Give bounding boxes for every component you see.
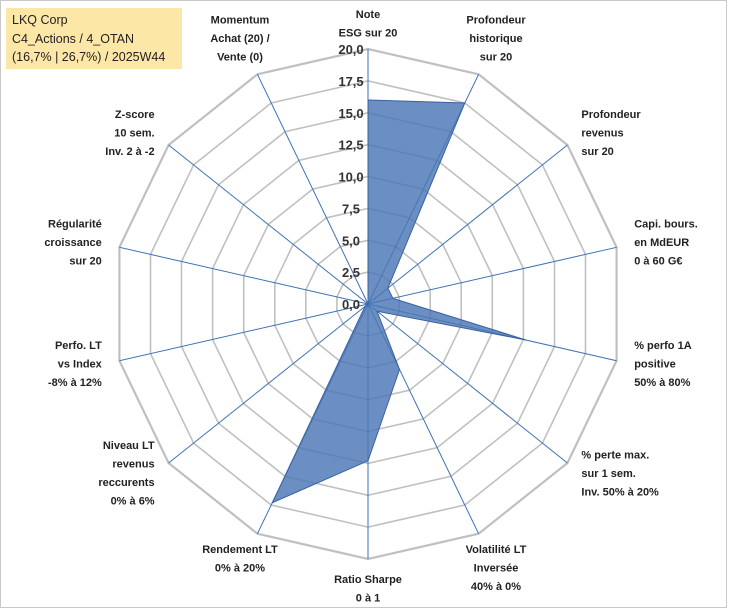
axis-label: Régularité croissance sur 20 [44, 219, 101, 268]
axis-labels: Note ESG sur 20 Profondeur historique sur 20… [44, 9, 697, 605]
tick-label: 15,0 [338, 106, 363, 121]
axis-spoke [119, 303, 369, 362]
tick-label: 10,0 [338, 170, 363, 185]
tick-label: 2,5 [342, 265, 360, 280]
axis-label: Momentum Achat (20) / Vente (0) [210, 15, 269, 64]
axis-label: Z-score 10 sem. Inv. 2 à -2 [105, 109, 154, 158]
tick-label: 17,5 [338, 74, 363, 89]
axis-spoke [367, 144, 568, 305]
axis-label: Profondeur revenus sur 20 [581, 109, 641, 158]
axis-label: Note ESG sur 20 [339, 9, 398, 40]
axis-label: Capi. bours. en MdEUR 0 à 60 G€ [634, 219, 698, 268]
portfolio-name: C4_Actions / 4_OTAN [12, 31, 135, 46]
radial-tick-labels: 0,0 2,5 5,0 7,5 10,0 12,5 15,0 17,5 20,0 [338, 42, 363, 312]
axis-label: % perfo 1A positive 50% à 80% [634, 340, 692, 389]
axis-spoke [256, 74, 369, 305]
axis-label: Profondeur historique sur 20 [466, 15, 526, 64]
axis-spoke [168, 144, 369, 305]
series-area [271, 99, 527, 504]
axis-label: Niveau LT revenus reccurents 0% à 6% [98, 440, 155, 508]
axis-spoke [119, 246, 369, 305]
tick-label: 0,0 [342, 297, 360, 312]
axis-label: Perfo. LT vs Index -8% à 12% [48, 340, 103, 389]
axis-label: % perte max. sur 1 sem. Inv. 50% à 20% [581, 450, 659, 499]
tick-label: 7,5 [342, 201, 360, 216]
axis-label: Rendement LT 0% à 20% [202, 544, 278, 575]
axis-label: Volatilité LT Inversée 40% à 0% [466, 544, 527, 593]
axis-label: Ratio Sharpe 0 à 1 [334, 574, 402, 605]
company-name: LKQ Corp [12, 13, 68, 27]
axis-spoke [367, 246, 617, 305]
summary-line: (16,7% | 26,7%) / 2025W44 [12, 50, 166, 64]
axis-spoke [168, 303, 369, 464]
tick-label: 12,5 [338, 138, 363, 153]
axis-spoke [367, 303, 568, 464]
tick-label: 20,0 [338, 42, 363, 57]
info-box: LKQ Corp C4_Actions / 4_OTAN (16,7% | 26… [6, 8, 182, 69]
tick-label: 5,0 [342, 233, 360, 248]
